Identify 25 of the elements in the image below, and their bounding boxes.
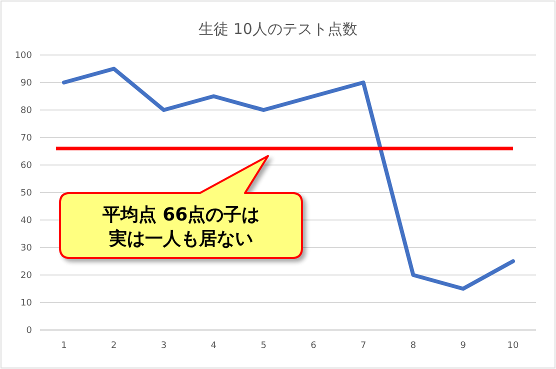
y-tick-label: 80 <box>20 106 32 116</box>
line-series <box>62 66 515 291</box>
y-tick-label: 0 <box>26 326 32 336</box>
x-tick-label: 6 <box>310 341 317 351</box>
y-tick-label: 50 <box>20 188 32 199</box>
chart-title: 生徒 10人のテスト点数 <box>198 20 358 38</box>
x-tick-label: 3 <box>160 341 167 351</box>
x-tick-label: 9 <box>460 341 466 351</box>
y-tick-label: 20 <box>20 271 32 282</box>
y-tick-label: 70 <box>20 134 32 144</box>
x-tick-label: 4 <box>210 341 217 351</box>
x-tick-label: 10 <box>507 341 519 351</box>
y-tick-label: 90 <box>20 78 32 89</box>
x-tick-label: 7 <box>360 341 366 351</box>
y-tick-label: 30 <box>20 244 32 254</box>
x-tick-label: 8 <box>410 341 416 351</box>
y-tick-label: 40 <box>20 216 32 226</box>
y-tick-label: 60 <box>20 161 32 172</box>
x-tick-label: 2 <box>111 341 117 351</box>
y-tick-label: 10 <box>20 298 32 309</box>
x-tick-label: 5 <box>260 341 266 351</box>
annotation: 実は一人も居ない <box>108 228 253 250</box>
x-tick-label: 1 <box>61 341 67 351</box>
annotation: 平均点 66点の子は <box>101 204 260 226</box>
y-tick-label: 100 <box>14 51 32 62</box>
